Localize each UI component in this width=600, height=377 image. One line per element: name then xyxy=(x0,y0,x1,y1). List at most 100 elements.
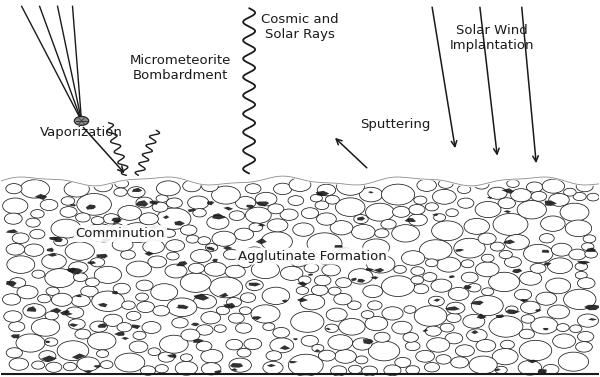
Circle shape xyxy=(281,266,303,280)
Circle shape xyxy=(312,345,324,352)
Polygon shape xyxy=(246,205,254,208)
Polygon shape xyxy=(293,338,298,340)
Circle shape xyxy=(81,286,98,297)
Circle shape xyxy=(328,335,353,350)
Polygon shape xyxy=(249,283,261,287)
Circle shape xyxy=(151,284,178,300)
Circle shape xyxy=(201,349,223,363)
Circle shape xyxy=(226,297,242,307)
Circle shape xyxy=(413,284,429,294)
Polygon shape xyxy=(223,246,233,250)
Circle shape xyxy=(20,180,50,198)
Polygon shape xyxy=(503,239,515,244)
Circle shape xyxy=(505,234,529,250)
Polygon shape xyxy=(256,202,269,206)
Circle shape xyxy=(157,208,191,229)
Circle shape xyxy=(137,301,155,313)
Circle shape xyxy=(431,221,463,241)
Circle shape xyxy=(46,362,62,372)
Polygon shape xyxy=(316,191,329,196)
Circle shape xyxy=(401,251,425,265)
Circle shape xyxy=(127,311,141,320)
Polygon shape xyxy=(366,268,374,271)
Circle shape xyxy=(406,366,419,374)
Circle shape xyxy=(455,345,475,357)
Circle shape xyxy=(498,198,515,208)
Circle shape xyxy=(451,357,469,368)
Circle shape xyxy=(314,275,331,286)
Circle shape xyxy=(354,215,368,224)
Circle shape xyxy=(381,219,396,229)
Circle shape xyxy=(241,293,256,302)
Circle shape xyxy=(319,257,332,265)
Circle shape xyxy=(368,301,382,310)
Circle shape xyxy=(289,354,323,376)
Polygon shape xyxy=(49,237,58,240)
Text: Vaporization: Vaporization xyxy=(40,126,122,139)
Polygon shape xyxy=(586,248,596,252)
Polygon shape xyxy=(26,306,37,312)
Circle shape xyxy=(223,250,240,260)
Circle shape xyxy=(166,198,182,208)
Circle shape xyxy=(547,305,569,319)
Circle shape xyxy=(52,293,72,306)
Circle shape xyxy=(188,263,205,273)
Circle shape xyxy=(363,285,383,297)
Circle shape xyxy=(88,332,116,350)
Circle shape xyxy=(180,273,211,292)
Circle shape xyxy=(335,349,356,363)
Circle shape xyxy=(325,324,338,333)
Circle shape xyxy=(365,316,388,331)
Circle shape xyxy=(431,279,452,292)
Circle shape xyxy=(577,277,595,289)
Polygon shape xyxy=(455,249,464,252)
Circle shape xyxy=(75,329,91,339)
Circle shape xyxy=(157,181,180,196)
Polygon shape xyxy=(223,207,233,211)
Circle shape xyxy=(158,352,175,362)
Circle shape xyxy=(425,203,439,211)
Circle shape xyxy=(204,262,227,276)
Circle shape xyxy=(4,311,22,322)
Circle shape xyxy=(74,116,89,126)
Circle shape xyxy=(8,322,25,332)
Circle shape xyxy=(65,242,94,261)
Circle shape xyxy=(446,313,461,322)
Circle shape xyxy=(23,304,46,318)
Circle shape xyxy=(433,189,456,204)
Circle shape xyxy=(268,204,284,214)
Circle shape xyxy=(31,210,44,218)
Circle shape xyxy=(42,254,67,269)
Circle shape xyxy=(310,195,322,202)
Polygon shape xyxy=(543,328,548,330)
Circle shape xyxy=(133,331,146,340)
Circle shape xyxy=(256,192,277,206)
Polygon shape xyxy=(368,191,374,193)
Polygon shape xyxy=(135,200,148,207)
Circle shape xyxy=(531,192,547,201)
Circle shape xyxy=(425,326,442,336)
Circle shape xyxy=(585,250,598,258)
Circle shape xyxy=(495,366,507,374)
Circle shape xyxy=(524,244,553,263)
Circle shape xyxy=(488,272,520,292)
Polygon shape xyxy=(111,218,122,223)
Circle shape xyxy=(92,291,124,311)
Circle shape xyxy=(311,285,328,296)
Circle shape xyxy=(416,350,434,362)
Circle shape xyxy=(165,264,187,278)
Circle shape xyxy=(122,223,154,242)
Circle shape xyxy=(353,338,372,350)
Polygon shape xyxy=(178,305,189,309)
Polygon shape xyxy=(121,337,129,340)
Polygon shape xyxy=(50,308,62,313)
Circle shape xyxy=(417,179,436,192)
Circle shape xyxy=(71,295,91,307)
Circle shape xyxy=(229,358,251,372)
Circle shape xyxy=(140,366,155,375)
Polygon shape xyxy=(70,204,76,206)
Circle shape xyxy=(490,242,505,251)
Polygon shape xyxy=(48,253,57,257)
Polygon shape xyxy=(60,311,73,316)
Circle shape xyxy=(577,314,599,327)
